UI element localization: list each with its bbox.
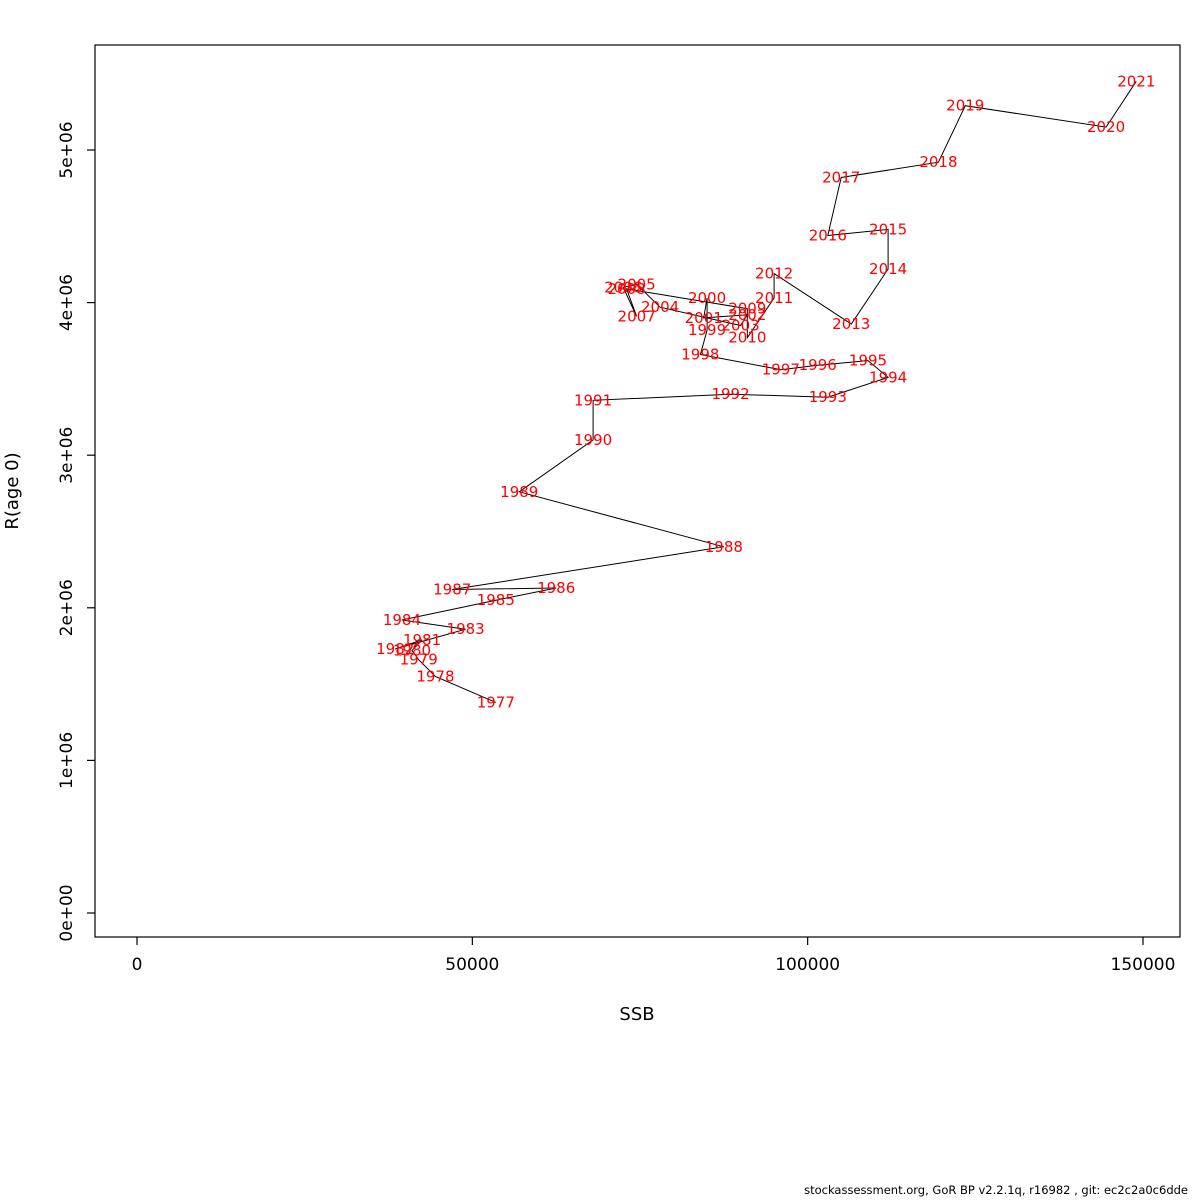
year-label: 1995 — [849, 352, 887, 370]
year-label: 2001 — [685, 309, 723, 327]
x-tick-label: 50000 — [445, 955, 499, 975]
year-label: 2013 — [832, 315, 870, 333]
year-label: 1987 — [433, 580, 471, 598]
y-tick-label: 4e+06 — [57, 274, 77, 331]
year-label: 1977 — [477, 693, 515, 711]
year-label: 2010 — [728, 329, 766, 347]
year-label: 2008 — [607, 280, 645, 298]
year-label: 1997 — [762, 361, 800, 379]
year-label: 2009 — [728, 300, 766, 318]
x-tick-label: 100000 — [775, 955, 840, 975]
year-label: 2002 — [728, 306, 766, 324]
year-label: 1990 — [574, 431, 612, 449]
year-label: 2000 — [688, 289, 726, 307]
year-label: 2018 — [919, 153, 957, 171]
year-label: 1998 — [681, 345, 719, 363]
year-label: 1979 — [400, 651, 438, 669]
plot-box — [94, 44, 1181, 938]
y-tick-label: 2e+06 — [57, 579, 77, 636]
y-tick-label: 3e+06 — [57, 427, 77, 484]
x-axis-title: SSB — [619, 1004, 654, 1025]
year-label: 2020 — [1087, 118, 1125, 136]
year-label: 2011 — [755, 289, 793, 307]
footer-attribution: stockassessment.org, GoR BP v2.2.1q, r16… — [804, 1183, 1188, 1197]
year-label: 2003 — [722, 316, 760, 334]
year-label: 1989 — [500, 483, 538, 501]
year-label: 2017 — [822, 168, 860, 186]
year-label: 2021 — [1117, 72, 1155, 90]
year-label: 2006 — [604, 278, 642, 296]
year-label: 1986 — [537, 579, 575, 597]
x-tick-label: 0 — [132, 955, 143, 975]
year-label: 2007 — [618, 307, 656, 325]
y-tick-label: 1e+06 — [57, 732, 77, 789]
year-label: 1984 — [383, 611, 421, 629]
year-label: 2014 — [869, 260, 907, 278]
year-label: 1985 — [477, 591, 515, 609]
y-tick-label: 0e+00 — [57, 884, 77, 941]
year-label: 2019 — [946, 97, 984, 115]
year-label: 2016 — [809, 226, 847, 244]
y-axis-title: R(age 0) — [2, 452, 23, 529]
year-label: 1981 — [403, 631, 441, 649]
year-label: 2012 — [755, 265, 793, 283]
year-label: 1996 — [799, 356, 837, 374]
year-label: 1992 — [711, 385, 749, 403]
year-label: 1994 — [869, 368, 907, 386]
year-label: 1991 — [574, 391, 612, 409]
x-tick-label: 150000 — [1111, 955, 1176, 975]
year-label: 1980 — [393, 642, 431, 660]
year-label: 2005 — [618, 275, 656, 293]
year-label: 1978 — [416, 667, 454, 685]
plot-content: 0 50000 100000 150000 0e+00 1e+06 2e+06 3e+06 4e… — [57, 72, 1175, 975]
year-label: 1993 — [809, 388, 847, 406]
y-tick-label: 5e+06 — [57, 121, 77, 178]
year-label: 1988 — [705, 538, 743, 556]
year-label: 2004 — [641, 298, 679, 316]
year-label: 1999 — [688, 321, 726, 339]
year-label: 1982 — [376, 640, 414, 658]
year-label: 1983 — [447, 620, 485, 638]
year-label: 2015 — [869, 220, 907, 238]
recruitment-line — [395, 81, 1137, 703]
